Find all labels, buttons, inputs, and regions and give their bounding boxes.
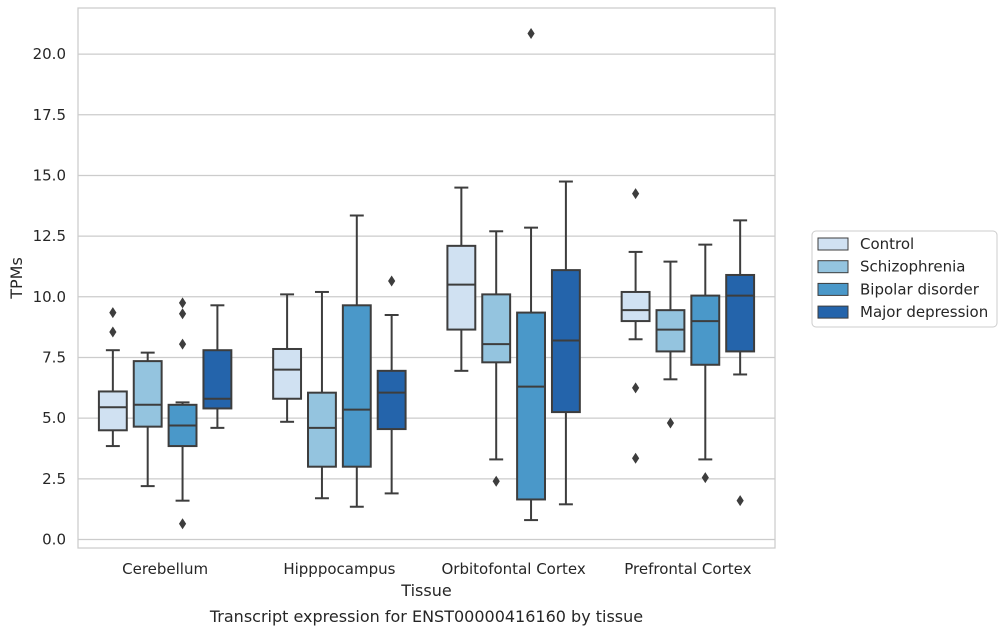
outlier-point [109, 307, 117, 319]
box-body [690, 294, 721, 366]
box-schizophrenia [132, 351, 163, 488]
y-tick-label: 17.5 [33, 106, 66, 124]
outlier-point [178, 297, 187, 309]
legend-item: Major depression [817, 303, 988, 321]
plot-frame [77, 7, 776, 549]
y-tick-label: 12.5 [33, 227, 66, 245]
outlier-point [492, 475, 500, 487]
y-tick-label: 5.0 [42, 409, 66, 427]
legend-label: Control [860, 235, 914, 253]
box-body [307, 391, 337, 468]
x-tick-label: Orbitofontal Cortex [442, 560, 586, 578]
legend-label: Schizophrenia [860, 258, 965, 276]
y-tick-label: 15.0 [33, 166, 66, 184]
box-major-depression [725, 219, 756, 507]
plot-area [97, 27, 756, 530]
box-control [97, 307, 128, 448]
outlier-point [701, 472, 709, 484]
legend-item: Control [817, 235, 914, 253]
outlier-point [178, 518, 187, 530]
y-tick-label: 2.5 [42, 470, 66, 488]
box-bipolar-disorder [167, 297, 198, 530]
x-tick-label: Hipppocampus [283, 560, 395, 578]
y-tick-label: 0.0 [42, 531, 66, 549]
outlier-point [178, 338, 187, 350]
outlier-point [527, 27, 535, 39]
box-bipolar-disorder [341, 214, 372, 508]
box-body [655, 309, 686, 353]
legend: Control Schizophrenia Bipolar disorder Majo… [811, 230, 998, 328]
y-axis-ticks: 0.0 2.5 5.0 7.5 10.0 12.5 15.0 17.5 20.0 [33, 45, 66, 548]
legend-swatch [817, 282, 849, 296]
box-body [272, 347, 303, 400]
box-major-depression [376, 275, 407, 495]
legend-frame [811, 230, 998, 328]
y-tick-label: 10.0 [33, 288, 66, 306]
box-major-depression [550, 180, 581, 506]
chart-caption: Transcript expression for ENST0000041616… [209, 607, 643, 626]
box-bipolar-disorder [516, 27, 546, 522]
box-body [446, 244, 477, 331]
box-bipolar-disorder [690, 243, 721, 484]
box-control [446, 186, 477, 372]
box-body [481, 293, 512, 364]
box-control [620, 188, 651, 464]
x-axis-ticks: Cerebellum Hipppocampus Orbitofontal Corte… [122, 560, 751, 578]
outlier-point [666, 417, 675, 429]
legend-swatch [817, 260, 849, 274]
box-body [341, 304, 372, 468]
y-axis-label: TPMs [7, 257, 26, 300]
box-body [132, 360, 163, 428]
legend-swatch [817, 305, 849, 319]
box-schizophrenia [307, 290, 337, 500]
box-control [272, 293, 303, 423]
box-schizophrenia [655, 260, 686, 429]
box-body [376, 369, 407, 431]
outlier-point [632, 452, 640, 464]
box-body [725, 273, 756, 353]
legend-item: Schizophrenia [817, 258, 965, 276]
x-tick-label: Cerebellum [122, 560, 208, 578]
box-schizophrenia [481, 230, 512, 487]
legend-label: Bipolar disorder [860, 280, 980, 298]
legend-swatch [817, 237, 849, 251]
outlier-point [178, 308, 187, 320]
box-body [620, 290, 651, 323]
legend-label: Major depression [860, 303, 988, 321]
box-body [97, 390, 128, 432]
y-tick-label: 7.5 [42, 348, 66, 366]
box-body [516, 311, 546, 501]
outlier-point [388, 275, 396, 287]
y-tick-label: 20.0 [33, 45, 66, 63]
outlier-point [109, 326, 117, 338]
outlier-point [632, 188, 640, 200]
box-major-depression [202, 304, 233, 429]
outlier-point [736, 495, 744, 507]
x-tick-label: Prefrontal Cortex [624, 560, 751, 578]
x-axis-label: Tissue [400, 581, 451, 600]
legend-item: Bipolar disorder [817, 280, 980, 298]
outlier-point [632, 382, 640, 394]
